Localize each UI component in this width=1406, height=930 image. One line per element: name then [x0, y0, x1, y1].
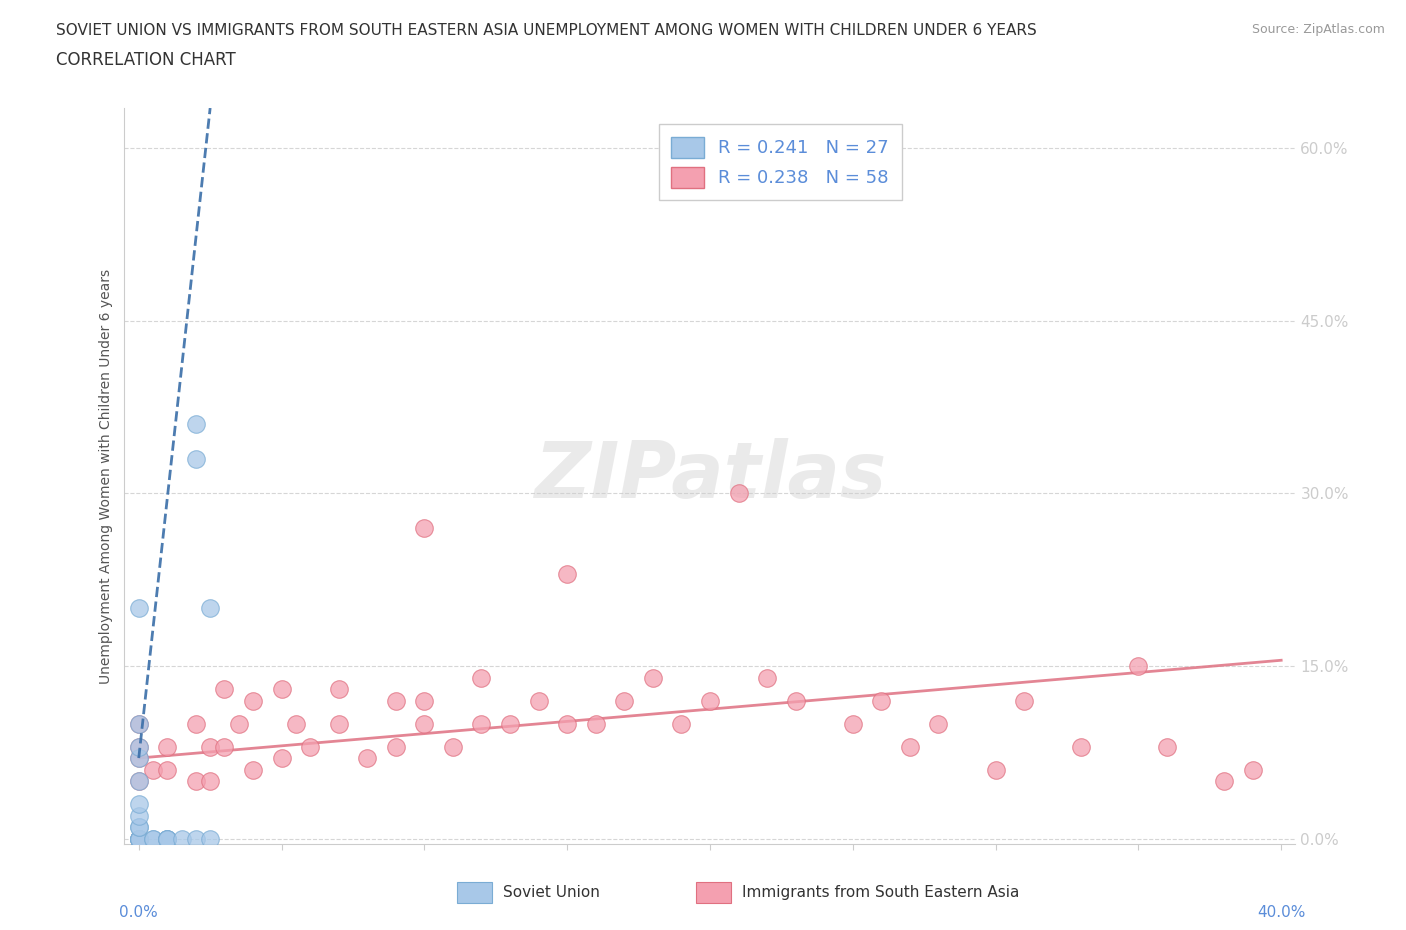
Point: [870, 693, 893, 708]
Point: [184, 417, 207, 432]
Point: [641, 671, 664, 685]
Point: [184, 716, 207, 731]
Point: [128, 819, 150, 834]
Point: [299, 739, 322, 754]
Point: [270, 682, 292, 697]
Point: [671, 716, 693, 731]
Point: [441, 739, 464, 754]
Point: [585, 716, 607, 731]
Point: [156, 831, 179, 846]
Point: [128, 831, 150, 846]
Point: [470, 716, 492, 731]
Point: [1213, 774, 1236, 789]
Y-axis label: Unemployment Among Women with Children Under 6 years: Unemployment Among Women with Children U…: [100, 269, 114, 684]
Text: 0.0%: 0.0%: [120, 905, 157, 920]
Text: 40.0%: 40.0%: [1257, 905, 1305, 920]
Text: SOVIET UNION VS IMMIGRANTS FROM SOUTH EASTERN ASIA UNEMPLOYMENT AMONG WOMEN WITH: SOVIET UNION VS IMMIGRANTS FROM SOUTH EA…: [56, 23, 1038, 38]
Point: [128, 751, 150, 765]
Point: [756, 671, 779, 685]
Point: [555, 716, 578, 731]
Text: CORRELATION CHART: CORRELATION CHART: [56, 51, 236, 69]
Point: [385, 739, 408, 754]
Point: [785, 693, 807, 708]
Point: [385, 693, 408, 708]
Point: [128, 831, 150, 846]
Point: [527, 693, 550, 708]
Point: [156, 831, 179, 846]
Point: [613, 693, 636, 708]
Point: [898, 739, 921, 754]
Point: [242, 693, 264, 708]
Point: [128, 831, 150, 846]
Point: [413, 521, 436, 536]
Point: [499, 716, 522, 731]
Text: Soviet Union: Soviet Union: [503, 885, 600, 900]
Point: [198, 601, 221, 616]
Point: [142, 831, 165, 846]
Point: [727, 486, 749, 501]
Point: [1128, 658, 1150, 673]
Point: [170, 831, 193, 846]
Point: [128, 831, 150, 846]
Point: [1156, 739, 1178, 754]
Text: ZIPatlas: ZIPatlas: [534, 438, 886, 514]
Point: [128, 774, 150, 789]
Point: [128, 716, 150, 731]
Point: [128, 831, 150, 846]
Point: [470, 671, 492, 685]
Point: [1241, 762, 1264, 777]
Point: [128, 751, 150, 765]
Point: [156, 831, 179, 846]
Point: [1012, 693, 1035, 708]
Point: [156, 831, 179, 846]
Point: [198, 831, 221, 846]
Point: [128, 831, 150, 846]
Point: [128, 831, 150, 846]
Point: [328, 682, 350, 697]
Point: [156, 762, 179, 777]
Point: [228, 716, 250, 731]
Point: [128, 739, 150, 754]
Text: Immigrants from South Eastern Asia: Immigrants from South Eastern Asia: [742, 885, 1019, 900]
Point: [699, 693, 721, 708]
Point: [198, 774, 221, 789]
Point: [142, 831, 165, 846]
Legend: R = 0.241   N = 27, R = 0.238   N = 58: R = 0.241 N = 27, R = 0.238 N = 58: [659, 125, 901, 200]
Point: [128, 739, 150, 754]
Point: [927, 716, 949, 731]
Point: [128, 601, 150, 616]
Point: [184, 774, 207, 789]
Text: Source: ZipAtlas.com: Source: ZipAtlas.com: [1251, 23, 1385, 36]
Point: [1070, 739, 1092, 754]
Point: [184, 451, 207, 466]
Point: [984, 762, 1007, 777]
Point: [214, 682, 236, 697]
Point: [128, 797, 150, 812]
Point: [128, 716, 150, 731]
Point: [284, 716, 307, 731]
Point: [356, 751, 378, 765]
Point: [128, 774, 150, 789]
Point: [142, 762, 165, 777]
Point: [555, 566, 578, 581]
Point: [198, 739, 221, 754]
Point: [242, 762, 264, 777]
Point: [214, 739, 236, 754]
Point: [156, 739, 179, 754]
Point: [413, 716, 436, 731]
Point: [842, 716, 865, 731]
Point: [128, 808, 150, 823]
Point: [184, 831, 207, 846]
Point: [413, 693, 436, 708]
Point: [270, 751, 292, 765]
Point: [128, 819, 150, 834]
Point: [328, 716, 350, 731]
